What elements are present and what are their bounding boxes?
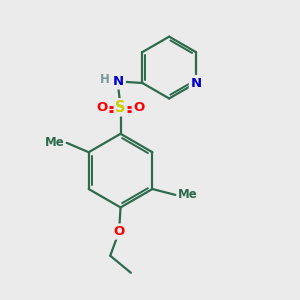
Text: O: O — [113, 225, 125, 238]
Text: Me: Me — [178, 188, 197, 201]
Text: Me: Me — [44, 136, 64, 149]
Text: N: N — [190, 76, 202, 89]
Text: N: N — [113, 75, 124, 88]
Text: O: O — [133, 101, 144, 114]
Text: H: H — [100, 74, 110, 86]
Text: S: S — [115, 100, 126, 115]
Text: O: O — [97, 101, 108, 114]
